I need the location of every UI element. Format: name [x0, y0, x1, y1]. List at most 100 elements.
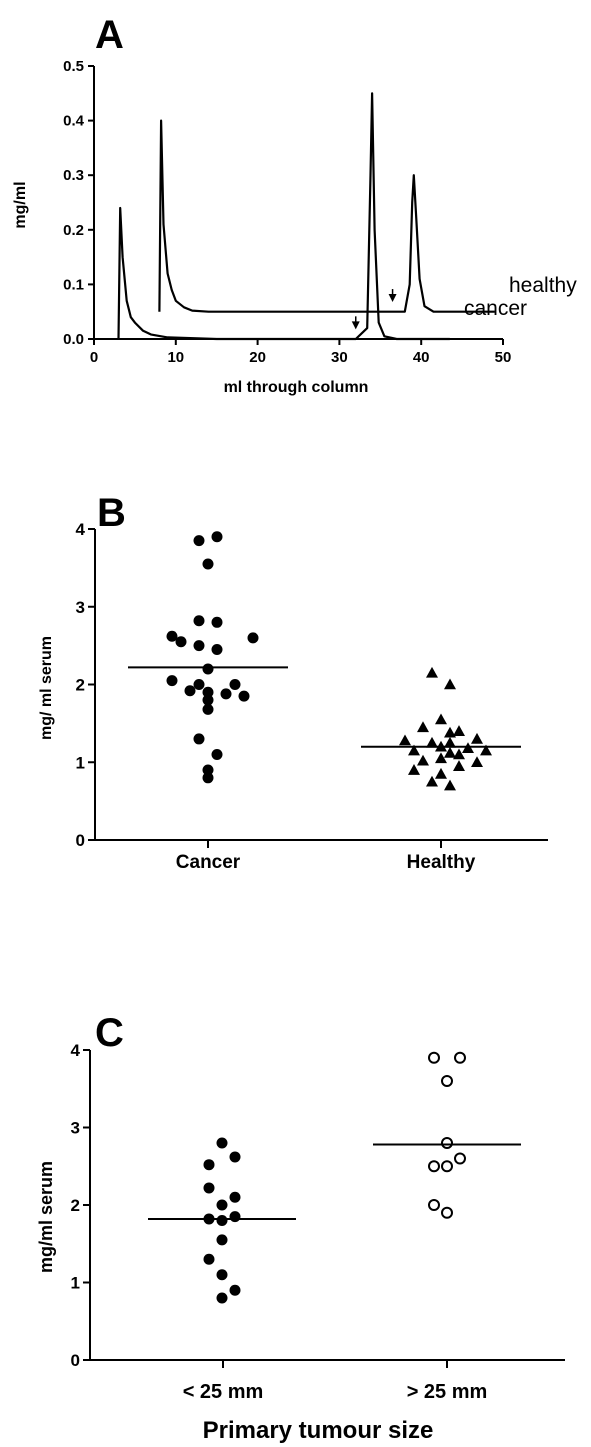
panel-b-point-healthy — [453, 725, 465, 736]
panel-a-series — [117, 92, 495, 341]
panel-b-point-cancer — [202, 558, 214, 570]
panel-b-point-healthy — [435, 767, 447, 779]
panel-b-ytick-label: 4 — [76, 520, 86, 539]
panel-a-ytick-label: 0.1 — [63, 276, 84, 293]
panel-a-arrow-head — [388, 294, 397, 303]
panel-c-category-large: > 25 mm — [407, 1381, 488, 1403]
panel-b-point-cancer — [238, 690, 250, 702]
panel-b-point-cancer — [202, 703, 214, 715]
panel-b-point-cancer — [211, 644, 223, 656]
panel-a-ytick-label: 0.5 — [63, 58, 84, 75]
panel-c-ylabel: mg/ml serum — [36, 1161, 56, 1273]
panel-b-point-cancer — [202, 663, 214, 675]
panel-b-point-cancer — [220, 688, 232, 700]
panel-c-point-25-mm — [441, 1075, 453, 1087]
panel-c-point-25-mm — [216, 1215, 228, 1226]
panel-b-point-healthy — [435, 752, 447, 764]
panel-a-ylabel: mg/ml — [12, 181, 29, 228]
panel-a-xtick-label: 50 — [495, 349, 512, 366]
panel-a-line-healthy — [158, 119, 495, 313]
panel-b-point-cancer — [166, 630, 178, 642]
panel-b-point-cancer — [193, 679, 205, 690]
panel-b-point-cancer — [247, 632, 259, 644]
panel-a-xtick-label: 30 — [331, 349, 348, 366]
panel-b-point-cancer — [202, 686, 214, 698]
panel-c-point-25-mm — [203, 1159, 215, 1171]
panel-c-point-25-mm — [229, 1151, 241, 1163]
panel-c-point-25-mm — [203, 1182, 215, 1194]
panel-c-ytick-label: 0 — [71, 1351, 80, 1370]
legend-label-cancer: cancer — [464, 297, 527, 320]
panel-c-point-25-mm — [216, 1292, 228, 1304]
panel-b-ytick-label: 3 — [76, 598, 85, 617]
panel-b-point-cancer — [202, 694, 214, 706]
panel-b-point-healthy — [417, 754, 429, 766]
panel-b-point-cancer — [211, 531, 223, 543]
panel-a: A mg/ml ml through column 0.00.10.20.30.… — [12, 13, 577, 396]
panel-a-y-ticks: 0.0 0.1 0.2 0.3 0.4 0.5 — [63, 58, 94, 348]
panel-c-point-25-mm — [203, 1253, 215, 1265]
panel-a-xlabel: ml through column — [224, 379, 369, 396]
panel-b-ytick-label: 0 — [76, 831, 85, 850]
panel-c-point-25-mm — [454, 1152, 466, 1165]
panel-c-category-small: < 25 mm — [183, 1381, 264, 1403]
panel-b-point-healthy — [444, 779, 456, 791]
panel-b-point-healthy — [435, 713, 447, 725]
panel-c-point-25-mm — [428, 1051, 440, 1064]
panel-b-points — [166, 531, 492, 791]
panel-b-point-cancer — [229, 679, 241, 690]
panel-b-point-healthy — [408, 744, 420, 756]
panel-c-letter: C — [95, 1011, 124, 1055]
panel-b-point-healthy — [471, 732, 483, 744]
panel-c-y-ticks: 0 1 2 3 4 — [71, 1041, 90, 1370]
panel-c-xlabel: Primary tumour size — [203, 1417, 434, 1444]
panel-b-point-cancer — [166, 675, 178, 687]
panel-b-point-healthy — [399, 734, 411, 746]
panel-b-point-healthy — [453, 748, 465, 760]
panel-c-point-25-mm — [454, 1051, 466, 1064]
panel-c-point-25-mm — [216, 1234, 228, 1246]
panel-b-point-cancer — [202, 764, 214, 776]
panel-c: C mg/ml serum 0 1 2 3 4 < 25 mm > 25 mm Prim… — [36, 1011, 565, 1444]
panel-b-point-healthy — [426, 736, 438, 748]
panel-c-medians — [148, 1143, 521, 1220]
panel-c-point-25-mm — [441, 1137, 453, 1149]
panel-a-x-ticks: 0 10 20 30 40 50 — [90, 339, 512, 366]
panel-c-point-25-mm — [428, 1199, 440, 1211]
panel-b-point-cancer — [175, 636, 187, 648]
panel-b-category-cancer: Cancer — [176, 852, 241, 873]
panel-a-ytick-label: 0.3 — [63, 167, 84, 184]
panel-c-ytick-label: 2 — [71, 1196, 80, 1215]
panel-c-point-25-mm — [216, 1269, 228, 1281]
panel-c-ytick-label: 3 — [71, 1119, 80, 1138]
panel-b-point-cancer — [193, 640, 205, 652]
panel-b-point-healthy — [408, 764, 420, 775]
panel-b-point-healthy — [453, 760, 465, 771]
panel-b-point-cancer — [211, 616, 223, 628]
panel-a-ytick-label: 0.2 — [63, 222, 84, 239]
panel-b-medians — [128, 666, 521, 748]
panel-a-ytick-label: 0.4 — [63, 113, 85, 130]
panel-b-point-cancer — [193, 615, 205, 627]
panel-b-point-healthy — [444, 726, 456, 738]
panel-b-point-cancer — [211, 748, 223, 760]
panel-c-ytick-label: 4 — [71, 1041, 81, 1060]
panel-c-point-25-mm — [441, 1206, 453, 1219]
panel-c-point-25-mm — [229, 1191, 241, 1203]
panel-c-point-25-mm — [229, 1284, 241, 1296]
panel-a-arrow-head — [351, 321, 360, 330]
panel-b-letter: B — [97, 491, 126, 535]
panel-a-letter: A — [95, 13, 124, 57]
panel-c-point-25-mm — [229, 1211, 241, 1223]
panel-a-arrows — [351, 289, 397, 330]
panel-a-xtick-label: 20 — [249, 349, 266, 366]
panel-b-point-healthy — [480, 744, 492, 756]
panel-b-category-healthy: Healthy — [407, 852, 476, 873]
panel-b-point-cancer — [193, 535, 205, 547]
panel-b-point-healthy — [444, 736, 456, 748]
panel-b-point-cancer — [184, 685, 196, 697]
panel-b-ytick-label: 2 — [76, 676, 85, 695]
panel-b-point-cancer — [193, 733, 205, 745]
panel-b-y-ticks: 0 1 2 3 4 — [76, 520, 95, 850]
